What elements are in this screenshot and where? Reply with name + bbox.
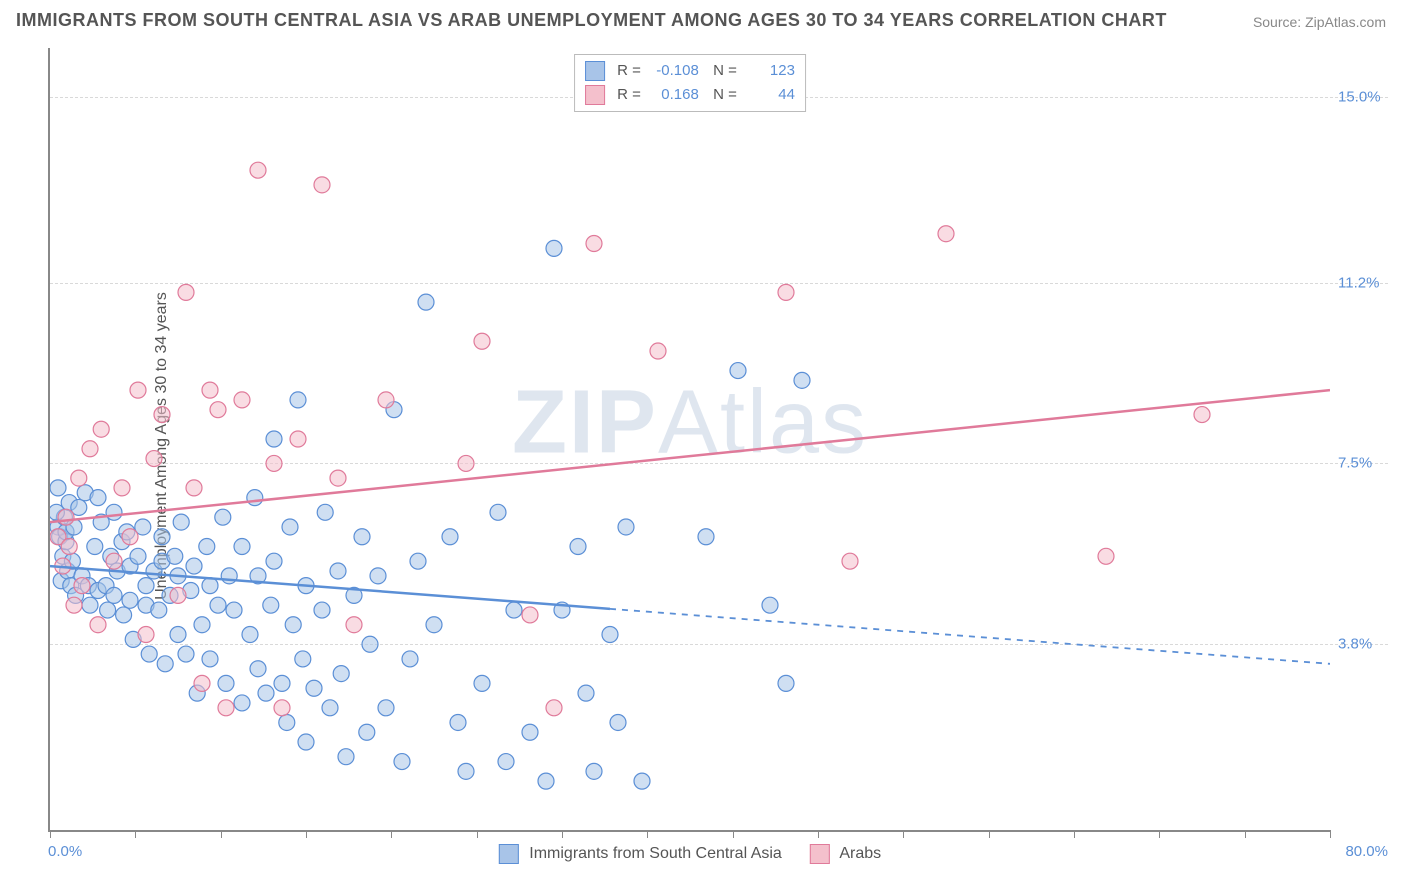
x-tick-mark <box>818 830 819 838</box>
x-tick-mark <box>647 830 648 838</box>
scatter-svg <box>50 48 1330 830</box>
x-tick-mark <box>1159 830 1160 838</box>
x-tick-mark <box>1245 830 1246 838</box>
legend-item-1: Immigrants from South Central Asia <box>499 844 782 864</box>
legend-row-series-2: R =0.168 N =44 <box>585 83 795 107</box>
legend-swatch-series-2 <box>585 85 605 105</box>
x-tick-mark <box>903 830 904 838</box>
correlation-legend: R =-0.108 N =123 R =0.168 N =44 <box>574 54 806 112</box>
y-tick-label: 7.5% <box>1338 455 1394 472</box>
x-tick-mark <box>477 830 478 838</box>
x-tick-mark <box>391 830 392 838</box>
chart-title: IMMIGRANTS FROM SOUTH CENTRAL ASIA VS AR… <box>16 10 1167 31</box>
y-tick-label: 15.0% <box>1338 88 1394 105</box>
series-legend: Immigrants from South Central Asia Arabs <box>499 844 881 864</box>
x-tick-mark <box>1074 830 1075 838</box>
chart-plot-area: ZIPAtlas R =-0.108 N =123 R =0.168 N =44… <box>48 48 1330 832</box>
x-tick-mark <box>50 830 51 838</box>
legend-row-series-1: R =-0.108 N =123 <box>585 59 795 83</box>
legend-label-2: Arabs <box>839 845 881 862</box>
x-tick-mark <box>733 830 734 838</box>
x-tick-mark <box>989 830 990 838</box>
legend-swatch-series-1 <box>585 61 605 81</box>
x-axis-min-label: 0.0% <box>48 843 82 860</box>
legend-item-2: Arabs <box>810 844 881 864</box>
legend-swatch-2 <box>810 844 830 864</box>
x-tick-mark <box>1330 830 1331 838</box>
legend-swatch-1 <box>499 844 519 864</box>
y-tick-label: 11.2% <box>1338 274 1394 291</box>
x-tick-mark <box>306 830 307 838</box>
legend-label-1: Immigrants from South Central Asia <box>529 845 782 862</box>
x-tick-mark <box>135 830 136 838</box>
x-axis-max-label: 80.0% <box>1345 843 1388 860</box>
x-tick-mark <box>221 830 222 838</box>
y-tick-label: 3.8% <box>1338 636 1394 653</box>
source-attribution: Source: ZipAtlas.com <box>1253 14 1386 30</box>
x-tick-mark <box>562 830 563 838</box>
